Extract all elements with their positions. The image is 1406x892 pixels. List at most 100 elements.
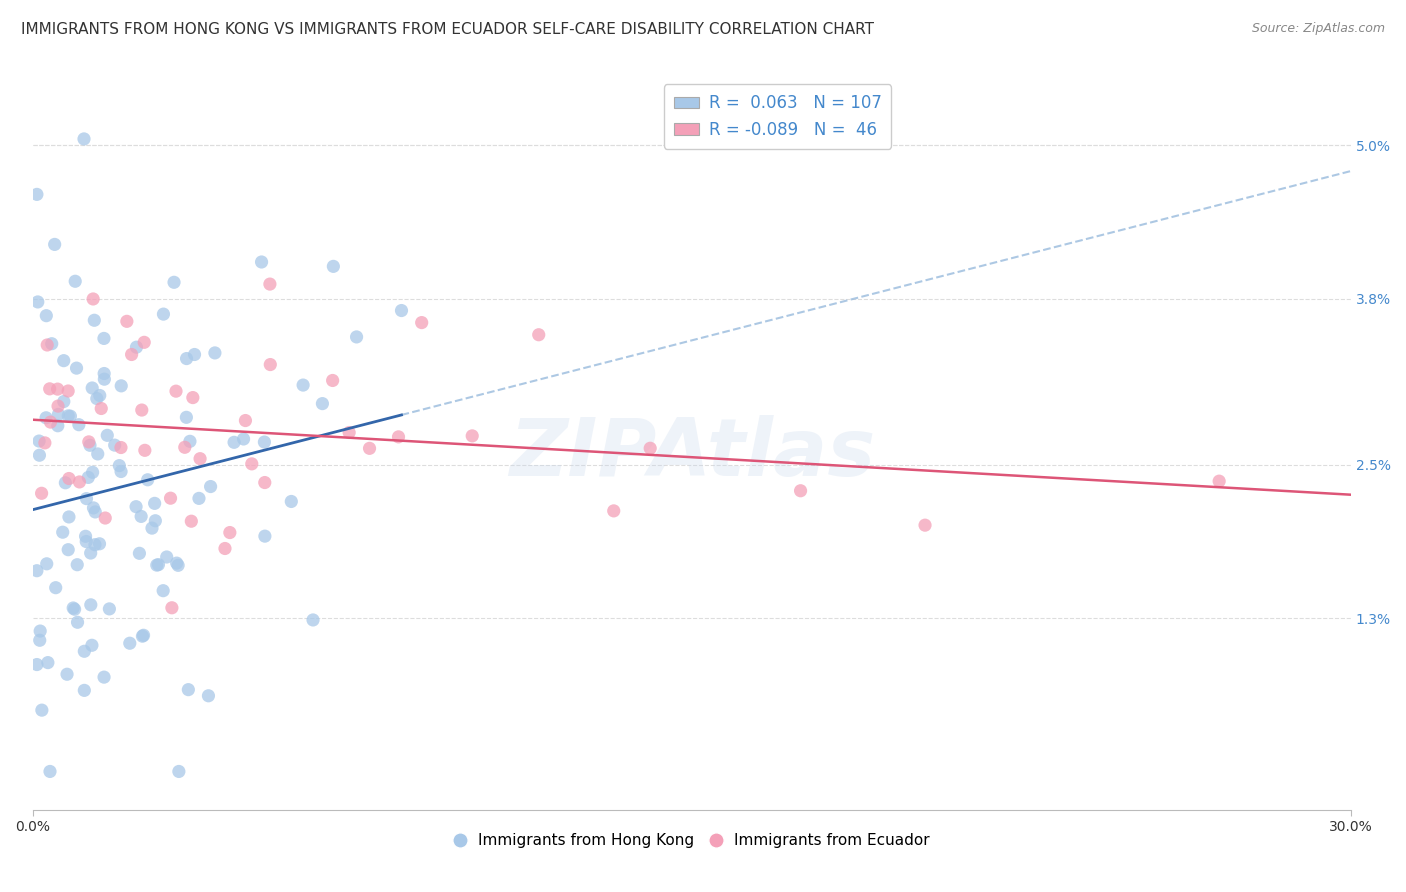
Point (110, 465, 132, 479)
Point (108, 458, 131, 473)
Point (110, 441, 132, 455)
Point (89, 388, 111, 402)
Point (110, 379, 132, 393)
Point (82, 292, 104, 306)
Point (156, 549, 179, 564)
Point (73, 644, 96, 658)
Point (58, 471, 80, 485)
Point (197, 689, 219, 703)
Point (80, 638, 103, 652)
Point (73, 683, 96, 698)
Point (84, 538, 107, 552)
Point (146, 558, 169, 573)
Point (346, 330, 368, 344)
Point (53, 475, 76, 490)
Point (38, 382, 60, 396)
Point (914, 518, 936, 533)
Point (134, 335, 156, 350)
Point (27, 294, 49, 309)
Point (204, 346, 226, 360)
Point (235, 413, 257, 427)
Point (121, 347, 143, 361)
Point (77, 434, 100, 449)
Point (73, 132, 96, 146)
Point (218, 525, 240, 540)
Point (35, 410, 58, 425)
Point (63, 602, 86, 616)
Point (46, 418, 69, 433)
Point (148, 558, 170, 572)
Point (82, 381, 104, 395)
Point (86, 392, 108, 406)
Point (152, 307, 174, 321)
Point (253, 529, 276, 543)
Point (82, 500, 104, 515)
Point (1208, 474, 1230, 488)
Point (39, 764, 62, 779)
Point (93, 372, 115, 386)
Point (67, 417, 90, 432)
Point (166, 556, 188, 570)
Point (77, 470, 100, 484)
Point (250, 255, 273, 269)
Point (62, 601, 84, 615)
Point (638, 442, 661, 456)
Point (35, 557, 58, 571)
Point (84, 505, 107, 519)
Point (240, 457, 263, 471)
Point (93, 367, 115, 381)
Point (52, 353, 75, 368)
Point (143, 514, 166, 528)
Point (35, 309, 58, 323)
Point (31, 486, 53, 500)
Text: IMMIGRANTS FROM HONG KONG VS IMMIGRANTS FROM ECUADOR SELF-CARE DISABILITY CORREL: IMMIGRANTS FROM HONG KONG VS IMMIGRANTS … (21, 22, 875, 37)
Point (359, 442, 381, 456)
Point (181, 391, 204, 405)
Point (25, 564, 48, 578)
Point (259, 277, 281, 291)
Point (82, 466, 104, 480)
Text: ZIPAtlas: ZIPAtlas (509, 415, 875, 493)
Point (89, 537, 111, 551)
Point (46, 399, 69, 413)
Point (65, 361, 87, 376)
Point (58, 409, 80, 423)
Point (28, 633, 51, 648)
Point (31, 703, 53, 717)
Text: Source: ZipAtlas.com: Source: ZipAtlas.com (1251, 22, 1385, 36)
Point (87, 447, 110, 461)
Point (214, 541, 236, 556)
Point (45, 581, 67, 595)
Point (259, 358, 281, 372)
Point (179, 434, 201, 449)
Point (75, 491, 97, 506)
Point (188, 491, 211, 506)
Point (63, 274, 86, 288)
Point (131, 403, 153, 417)
Point (163, 275, 186, 289)
Point (176, 410, 198, 425)
Point (59, 409, 82, 424)
Point (58, 510, 80, 524)
Point (411, 316, 433, 330)
Point (159, 491, 181, 506)
Point (75, 534, 97, 549)
Point (180, 514, 202, 528)
Point (131, 629, 153, 643)
Point (183, 347, 205, 361)
Point (79, 546, 101, 560)
Point (292, 378, 315, 392)
Point (98, 602, 121, 616)
Point (25, 187, 48, 202)
Point (232, 432, 254, 446)
Point (160, 600, 183, 615)
Point (322, 374, 344, 388)
Point (28, 448, 51, 462)
Point (134, 443, 156, 458)
Point (222, 435, 245, 450)
Point (143, 496, 166, 510)
Point (125, 500, 148, 514)
Point (25, 657, 48, 672)
Point (41, 336, 63, 351)
Point (387, 430, 409, 444)
